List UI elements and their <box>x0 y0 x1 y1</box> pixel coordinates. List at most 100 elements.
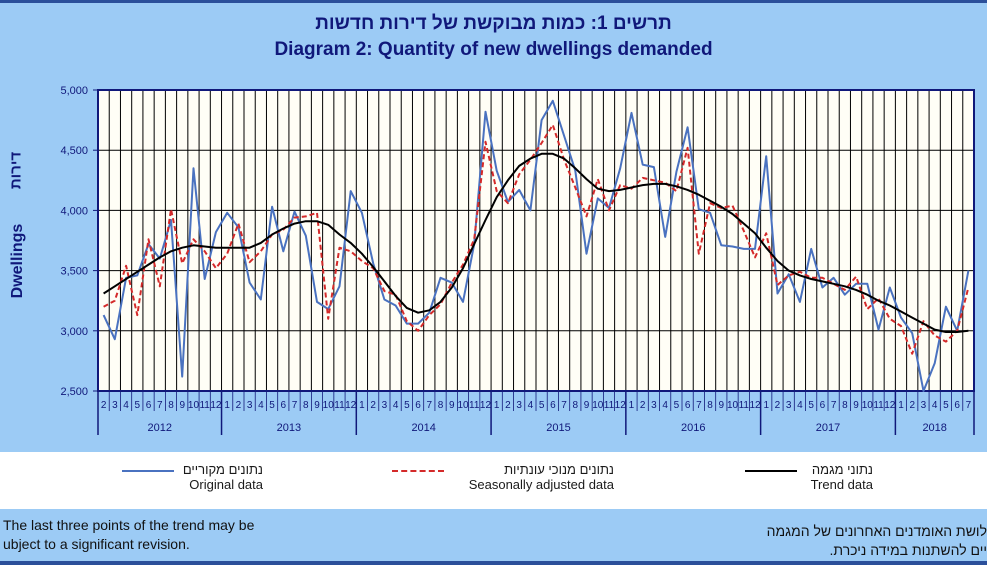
legend-item-trend: נתוני מגמה Trend data <box>811 462 873 492</box>
x-tick-label: 4 <box>662 400 668 411</box>
top-border <box>0 0 987 3</box>
year-label: 2012 <box>148 422 172 434</box>
legend-label: Seasonally adjusted data <box>468 477 614 492</box>
year-label: 2017 <box>816 422 840 434</box>
chart-title-hebrew: תרשים 1: כמות מבוקשת של דירות חדשות <box>315 13 672 34</box>
x-tick-label: 11 <box>604 400 615 411</box>
x-tick-label: 7 <box>292 400 298 411</box>
x-tick-label: 12 <box>749 400 761 411</box>
y-tick-label: 2,500 <box>60 386 88 398</box>
footer-note-line: ubject to a significant revision. <box>3 536 190 552</box>
x-tick-label: 12 <box>345 400 357 411</box>
footer-note: The last three points of the trend may b… <box>3 516 254 554</box>
year-label: 2016 <box>681 422 705 434</box>
x-tick-label: 4 <box>528 400 534 411</box>
x-tick-label: 5 <box>943 400 949 411</box>
x-tick-label: 6 <box>146 400 152 411</box>
legend-label: Original data <box>189 477 263 492</box>
footer-note-line: The last three points of the trend may b… <box>3 517 255 533</box>
x-tick-label: 8 <box>707 400 713 411</box>
x-tick-label: 10 <box>592 400 604 411</box>
x-tick-label: 6 <box>820 400 826 411</box>
x-tick-label: 5 <box>135 400 141 411</box>
chart-titles: תרשים 1: כמות מבוקשת של דירות חדשות Diag… <box>0 12 987 62</box>
x-tick-label: 11 <box>199 400 210 411</box>
x-tick-label: 6 <box>685 400 691 411</box>
x-tick-label: 12 <box>884 400 896 411</box>
x-tick-label: 1 <box>494 400 500 411</box>
x-tick-label: 3 <box>651 400 657 411</box>
x-tick-label: 11 <box>739 400 750 411</box>
x-tick-label: 3 <box>786 400 792 411</box>
x-tick-label: 5 <box>404 400 410 411</box>
x-tick-label: 11 <box>334 400 345 411</box>
legend-swatch-original <box>122 470 174 472</box>
legend-swatch-seasonally-adjusted <box>392 470 444 472</box>
x-tick-label: 4 <box>393 400 399 411</box>
legend-label-hebrew: נתוני מגמה <box>811 462 873 477</box>
x-tick-label: 1 <box>224 400 230 411</box>
x-tick-label: 8 <box>842 400 848 411</box>
x-tick-label: 1 <box>629 400 635 411</box>
x-tick-label: 8 <box>438 400 444 411</box>
y-tick-label: 4,500 <box>60 145 88 157</box>
x-tick-label: 9 <box>853 400 859 411</box>
y-tick-label: 3,500 <box>60 266 88 278</box>
legend-label: Trend data <box>810 477 873 492</box>
x-tick-label: 7 <box>966 400 972 411</box>
x-tick-label: 4 <box>123 400 129 411</box>
x-tick-label: 12 <box>210 400 222 411</box>
series-trend-data <box>103 152 969 333</box>
series-seasonally-adjusted-data <box>103 123 970 355</box>
legend-label-hebrew: נתונים מנוכי עונתיות <box>504 462 614 477</box>
x-tick-label: 2 <box>775 400 781 411</box>
x-tick-label: 3 <box>247 400 253 411</box>
legend-label-hebrew: נתונים מקוריים <box>182 462 263 477</box>
x-tick-label: 8 <box>303 400 309 411</box>
x-tick-label: 1 <box>763 400 769 411</box>
y-tick-label: 3,000 <box>60 326 88 338</box>
x-tick-label: 10 <box>188 400 200 411</box>
x-tick-label: 2 <box>236 400 242 411</box>
x-tick-label: 3 <box>516 400 522 411</box>
x-tick-label: 5 <box>539 400 545 411</box>
x-tick-label: 7 <box>831 400 837 411</box>
x-tick-label: 3 <box>382 400 388 411</box>
x-tick-label: 9 <box>719 400 725 411</box>
x-tick-label: 11 <box>873 400 884 411</box>
legend-swatch-trend <box>745 470 797 472</box>
x-tick-label: 4 <box>258 400 264 411</box>
legend-item-original: נתונים מקוריים Original data <box>183 462 263 492</box>
x-tick-label: 6 <box>281 400 287 411</box>
x-tick-label: 10 <box>862 400 874 411</box>
x-tick-label: 2 <box>101 400 107 411</box>
bottom-border <box>0 561 987 565</box>
x-tick-label: 5 <box>674 400 680 411</box>
series-original-data <box>102 99 970 392</box>
legend: נתונים מקוריים Original data נתונים מנוכ… <box>0 452 987 509</box>
footer-note-line: לושת האומדנים האחרונים של המגמה <box>766 523 987 539</box>
y-axis-ticks: 2,500 3,000 3,500 4,000 4,500 5,000 <box>60 85 98 398</box>
x-tick-label: 3 <box>112 400 118 411</box>
x-tick-label: 6 <box>415 400 421 411</box>
x-tick-label: 2 <box>370 400 376 411</box>
legend-item-seasonally-adjusted: נתונים מנוכי עונתיות Seasonally adjusted… <box>469 462 614 492</box>
x-axis-ticks: 2 3 4 5 6 7 8 9 10 11 12 1 2 3 4 5 6 7 8 9 10 11 12 1 2 3 4 5 6 7 8 9 10… <box>97 391 975 435</box>
x-tick-label: 8 <box>168 400 174 411</box>
chart-title: Diagram 2: Quantity of new dwellings dem… <box>274 39 713 60</box>
x-tick-label: 1 <box>898 400 904 411</box>
x-tick-label: 9 <box>584 400 590 411</box>
x-tick-label: 5 <box>269 400 275 411</box>
x-tick-label: 12 <box>480 400 492 411</box>
x-tick-label: 8 <box>573 400 579 411</box>
year-label: 2015 <box>546 422 570 434</box>
x-tick-label: 7 <box>561 400 567 411</box>
x-tick-label: 1 <box>359 400 365 411</box>
x-tick-label: 5 <box>808 400 814 411</box>
x-tick-label: 7 <box>427 400 433 411</box>
x-tick-label: 12 <box>615 400 627 411</box>
series-lines <box>102 99 970 392</box>
x-tick-label: 10 <box>727 400 739 411</box>
x-tick-label: 6 <box>550 400 556 411</box>
